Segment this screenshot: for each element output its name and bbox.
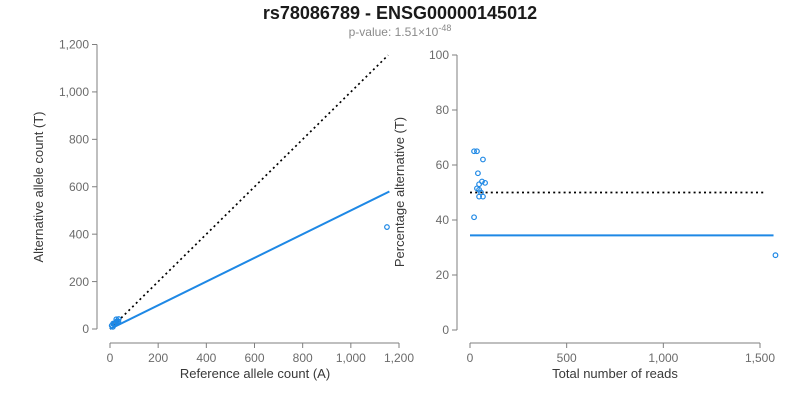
x-axis-title: Total number of reads [552, 366, 678, 381]
identity-line [109, 54, 389, 330]
x-tick-label: 1,500 [745, 351, 775, 365]
p-value-label: p-value: 1.51×10 [348, 25, 439, 39]
x-tick-label: 0 [467, 351, 474, 365]
x-tick-label: 800 [293, 351, 313, 365]
data-point [384, 224, 390, 230]
y-axis-title: Alternative allele count (T) [31, 111, 46, 262]
fit-line [109, 190, 390, 330]
y-tick-label: 400 [69, 227, 89, 241]
x-axis-title: Reference allele count (A) [180, 366, 330, 381]
y-tick-label: 60 [436, 158, 450, 172]
y-tick-label: 0 [82, 322, 89, 336]
y-tick-label: 20 [436, 268, 450, 282]
y-tick-label: 600 [69, 180, 89, 194]
y-tick-label: 200 [69, 275, 89, 289]
data-point [480, 193, 486, 200]
y-tick-label: 40 [436, 213, 450, 227]
y-tick-label: 1,000 [59, 85, 89, 99]
y-tick-label: 80 [436, 103, 450, 117]
data-point [475, 170, 481, 177]
x-tick-label: 200 [148, 351, 168, 365]
y-axis-title: Percentage alternative (T) [392, 117, 407, 267]
data-point [772, 252, 779, 259]
data-point [482, 179, 488, 186]
y-tick-label: 1,200 [59, 38, 89, 52]
x-tick-label: 400 [196, 351, 216, 365]
data-point [474, 148, 480, 155]
data-point [471, 148, 477, 155]
x-tick-label: 1,200 [384, 351, 414, 365]
y-tick-label: 0 [442, 323, 449, 337]
plot-subtitle: p-value: 1.51×10-48 [0, 23, 800, 39]
x-tick-label: 600 [244, 351, 264, 365]
x-tick-label: 1,000 [336, 351, 366, 365]
data-point [471, 214, 477, 221]
x-tick-label: 500 [557, 351, 577, 365]
data-point [476, 193, 482, 200]
x-tick-label: 1,000 [648, 351, 678, 365]
plot-title: rs78086789 - ENSG00000145012 [262, 3, 538, 23]
y-tick-label: 800 [69, 133, 89, 147]
data-point [115, 318, 122, 325]
data-point [115, 316, 122, 322]
p-value-exponent: -48 [438, 23, 452, 33]
y-tick-label: 100 [429, 48, 449, 62]
data-point [480, 156, 486, 163]
x-tick-label: 0 [107, 351, 114, 365]
